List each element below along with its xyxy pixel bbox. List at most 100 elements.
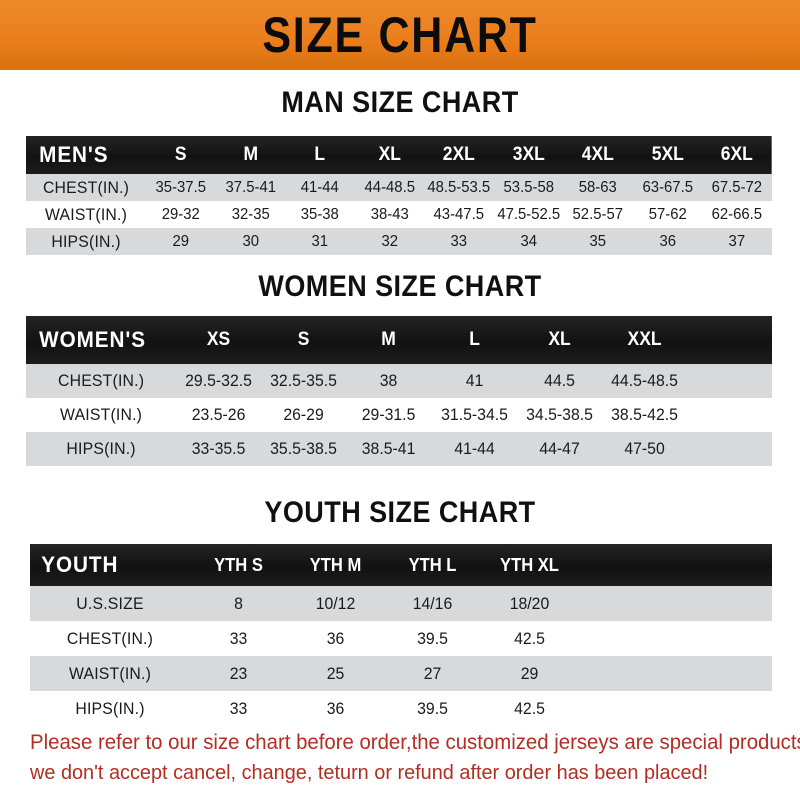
man-cell: 37.5-41 [225, 178, 276, 196]
women-row-label: CHEST(IN.) [57, 371, 145, 390]
man-size-header-1: S [175, 144, 187, 165]
man-size-header-9: 6XL [721, 144, 754, 165]
youth-size-header-2: YTH M [309, 554, 362, 575]
women-row-label: WAIST(IN.) [60, 405, 143, 424]
man-cell: 31 [311, 232, 329, 250]
man-cell: 53.5-58 [503, 178, 554, 196]
youth-table-body: YOUTH YTH S YTH M YTH L YTH XL U.S.SIZE 8 10/1… [30, 544, 772, 726]
youth-cell-filler [581, 586, 671, 621]
women-table-body: WOMEN'S XS S M L XL XXL CHEST(IN.) 29.5-32.5 32.… [26, 316, 772, 466]
youth-row-label: U.S.SIZE [76, 593, 144, 613]
youth-cell: 14/16 [412, 593, 453, 613]
women-cell: 31.5-34.5 [440, 405, 508, 424]
man-cell: 63-67.5 [642, 178, 693, 196]
women-cell: 44-47 [538, 439, 580, 458]
youth-cell: 25 [326, 663, 345, 683]
man-header-row: MEN'S S M L XL 2XL 3XL 4XL 5XL 6XL [26, 136, 772, 174]
man-cell: 58-63 [578, 178, 618, 196]
table-row: CHEST(IN.) 35-37.5 37.5-41 41-44 44-48.5 48.5… [26, 174, 772, 201]
women-cell: 29.5-32.5 [185, 371, 253, 390]
women-cell: 26-29 [283, 405, 325, 424]
order-policy-note-line-1: Please refer to our size chart before or… [30, 731, 800, 754]
youth-cell: 42.5 [514, 698, 545, 718]
women-cell-filler [690, 364, 769, 398]
women-size-header-3: M [381, 329, 397, 350]
women-cell: 44.5-48.5 [610, 371, 678, 390]
man-cell: 35 [589, 232, 607, 250]
man-cell: 41-44 [300, 178, 339, 196]
youth-cell: 39.5 [417, 628, 448, 648]
man-size-header-2: M [243, 144, 258, 165]
man-cell: 36 [659, 232, 676, 250]
man-table-body: MEN'S S M L XL 2XL 3XL 4XL 5XL 6XL CHEST(IN.) 35-3… [26, 136, 772, 255]
youth-cell: 27 [423, 663, 442, 683]
page-title: SIZE CHART [262, 7, 538, 63]
man-cell: 29-32 [161, 205, 200, 223]
women-section-title: WOMEN SIZE CHART [258, 270, 542, 303]
youth-cell: 36 [326, 698, 345, 718]
man-cell: 33 [450, 232, 468, 250]
youth-cell-filler [678, 586, 768, 621]
man-cell: 52.5-57 [572, 205, 624, 223]
women-cell: 33-35.5 [191, 439, 246, 458]
man-size-header-7: 4XL [581, 144, 615, 165]
women-cell: 38.5-41 [362, 439, 416, 458]
youth-cell-filler [581, 691, 671, 726]
man-cell: 30 [242, 232, 259, 250]
women-cell-filler [690, 398, 769, 432]
table-row: HIPS(IN.) 29 30 31 32 33 34 35 36 37 [26, 228, 772, 255]
women-header-filler [687, 316, 772, 364]
youth-cell: 29 [520, 663, 539, 683]
women-size-header-5: XL [548, 329, 571, 350]
youth-cell-filler [581, 656, 671, 691]
women-cell: 41 [465, 371, 483, 390]
table-row: WAIST(IN.) 23.5-26 26-29 29-31.5 31.5-34.5 34… [26, 398, 772, 432]
man-cell: 47.5-52.5 [497, 205, 560, 223]
table-row: HIPS(IN.) 33-35.5 35.5-38.5 38.5-41 41-44 44-… [26, 432, 772, 466]
youth-cell-filler [678, 691, 768, 726]
women-size-header-1: XS [207, 329, 231, 350]
table-row: CHEST(IN.) 33 36 39.5 42.5 [30, 621, 772, 656]
order-policy-note: Please refer to our size chart before or… [30, 728, 800, 788]
table-row: U.S.SIZE 8 10/12 14/16 18/20 [30, 586, 772, 621]
women-cell: 23.5-26 [191, 405, 246, 424]
youth-cell: 39.5 [417, 698, 448, 718]
women-cell-filler [690, 432, 769, 466]
women-size-header-6: XXL [627, 329, 662, 350]
man-cell: 34 [520, 232, 537, 250]
youth-size-header-4: YTH XL [500, 554, 559, 575]
man-cell: 38-43 [370, 205, 409, 223]
man-cell: 35-38 [300, 205, 339, 223]
women-cell: 38.5-42.5 [610, 405, 678, 424]
youth-cell-filler [581, 621, 671, 656]
youth-section-title: YOUTH SIZE CHART [264, 496, 536, 529]
man-cell: 62-66.5 [711, 205, 763, 223]
youth-cell: 33 [229, 628, 248, 648]
youth-cell-filler [678, 656, 768, 691]
man-size-header-4: XL [378, 144, 401, 165]
youth-cell-filler [678, 621, 768, 656]
women-row-label-header: WOMEN'S [39, 327, 147, 352]
youth-cell: 23 [229, 663, 248, 683]
youth-cell: 10/12 [315, 593, 356, 613]
man-size-header-5: 2XL [442, 144, 475, 165]
man-row-label-header: MEN'S [39, 142, 109, 167]
man-cell: 37 [728, 232, 746, 250]
man-size-header-3: L [314, 144, 326, 165]
man-size-header-8: 5XL [651, 144, 684, 165]
youth-header-filler [578, 544, 675, 586]
youth-row-label: HIPS(IN.) [75, 698, 145, 718]
man-cell: 32 [381, 232, 398, 250]
women-header-row: WOMEN'S XS S M L XL XXL [26, 316, 772, 364]
women-cell: 35.5-38.5 [270, 439, 338, 458]
table-row: WAIST(IN.) 23 25 27 29 [30, 656, 772, 691]
women-cell: 29-31.5 [362, 405, 416, 424]
table-row: WAIST(IN.) 29-32 32-35 35-38 38-43 43-47.5 47.… [26, 201, 772, 228]
youth-size-header-1: YTH S [214, 554, 263, 575]
youth-cell: 18/20 [509, 593, 550, 613]
women-size-table: WOMEN'S XS S M L XL XXL CHEST(IN.) 29.5-32.5 32.… [26, 316, 772, 466]
man-cell: 57-62 [648, 205, 687, 223]
table-row: HIPS(IN.) 33 36 39.5 42.5 [30, 691, 772, 726]
youth-size-table: YOUTH YTH S YTH M YTH L YTH XL U.S.SIZE 8 10/1… [30, 544, 772, 726]
man-cell: 32-35 [231, 205, 270, 223]
